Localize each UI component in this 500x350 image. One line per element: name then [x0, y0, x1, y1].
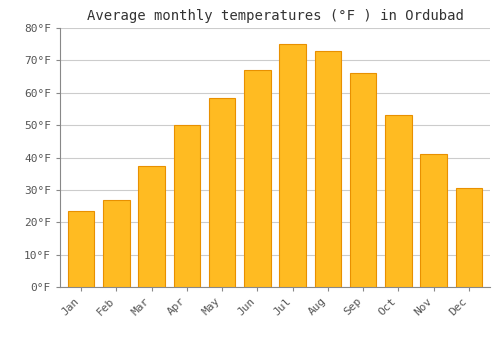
Bar	[350, 74, 376, 287]
Bar	[244, 70, 270, 287]
Bar	[456, 188, 482, 287]
Bar	[138, 166, 165, 287]
Bar	[209, 98, 236, 287]
Bar	[280, 44, 306, 287]
Bar	[314, 51, 341, 287]
Bar	[385, 116, 411, 287]
Title: Average monthly temperatures (°F ) in Ordubad: Average monthly temperatures (°F ) in Or…	[86, 9, 464, 23]
Bar	[420, 154, 447, 287]
Bar	[174, 125, 200, 287]
Bar	[68, 211, 94, 287]
Bar	[103, 199, 130, 287]
